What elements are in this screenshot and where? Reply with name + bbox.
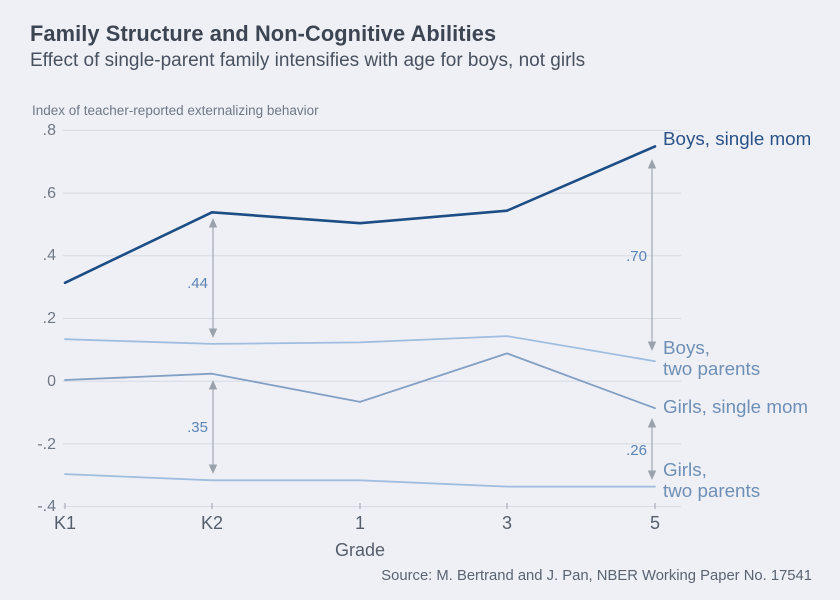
svg-text:Boys, single mom: Boys, single mom [663,128,811,149]
svg-text:.44: .44 [187,275,208,292]
svg-text:.4: .4 [43,247,56,264]
svg-text:Grade: Grade [335,540,385,560]
svg-text:.6: .6 [43,185,56,202]
svg-text:3: 3 [502,513,512,533]
svg-text:two parents: two parents [663,358,760,379]
svg-text:Girls, single mom: Girls, single mom [663,396,808,417]
svg-text:-.2: -.2 [37,436,56,453]
svg-text:.8: .8 [43,122,56,139]
svg-text:Girls,: Girls, [663,459,707,480]
svg-text:5: 5 [650,513,660,533]
svg-text:.26: .26 [626,442,647,459]
svg-text:0: 0 [47,373,56,390]
svg-text:K1: K1 [54,513,76,533]
svg-text:.2: .2 [43,310,56,327]
svg-text:two parents: two parents [663,480,760,501]
svg-text:1: 1 [355,513,365,533]
svg-text:K2: K2 [201,513,223,533]
svg-text:Boys,: Boys, [663,337,710,358]
svg-text:.35: .35 [187,419,208,436]
svg-text:.70: .70 [626,248,647,265]
